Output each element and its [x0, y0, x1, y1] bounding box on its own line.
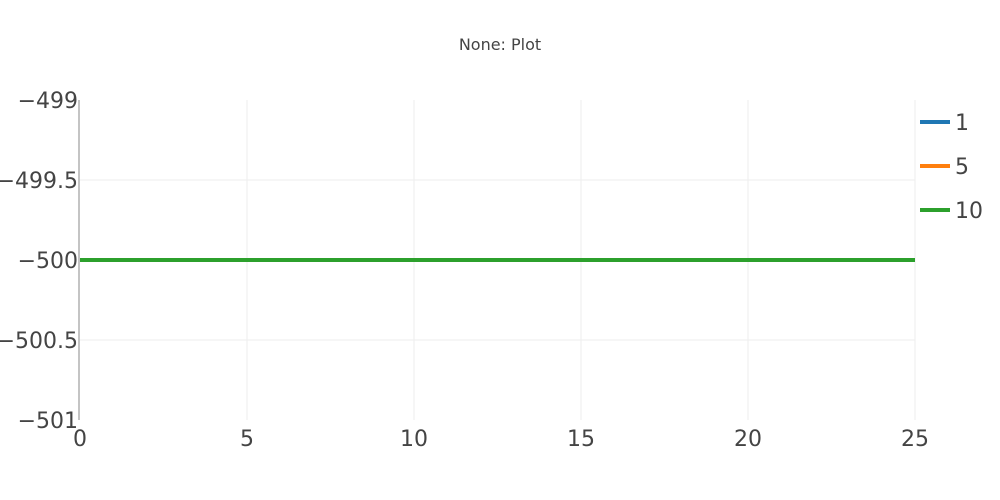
- y-tick-label: −501: [18, 409, 78, 434]
- y-tick-label: −499.5: [0, 169, 78, 194]
- legend-item-5[interactable]: 5: [920, 155, 969, 180]
- legend-label: 5: [955, 155, 969, 180]
- legend-label: 10: [955, 199, 983, 224]
- x-tick-label: 10: [400, 427, 428, 452]
- chart-title: None: Plot: [459, 35, 541, 54]
- legend-item-1[interactable]: 1: [920, 111, 969, 136]
- legend-item-10[interactable]: 10: [920, 199, 983, 224]
- x-tick-label: 25: [901, 427, 929, 452]
- x-tick-label: 15: [567, 427, 595, 452]
- x-tick-label: 20: [734, 427, 762, 452]
- y-axis: −499 −499.5 −500 −500.5 −501: [0, 89, 80, 434]
- legend-label: 1: [955, 111, 969, 136]
- x-axis: 0 5 10 15 20 25: [73, 427, 929, 452]
- x-tick-label: 0: [73, 427, 87, 452]
- x-tick-label: 5: [240, 427, 254, 452]
- y-tick-label: −500.5: [0, 329, 78, 354]
- y-tick-label: −499: [18, 89, 78, 114]
- y-tick-label: −500: [18, 249, 78, 274]
